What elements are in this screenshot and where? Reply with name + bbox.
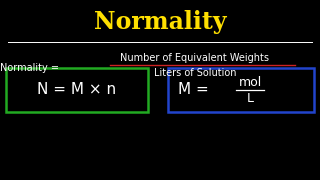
Text: M =: M = — [178, 82, 214, 98]
Text: L: L — [246, 93, 253, 105]
Text: Number of Equivalent Weights: Number of Equivalent Weights — [121, 53, 269, 63]
FancyBboxPatch shape — [6, 68, 148, 112]
FancyBboxPatch shape — [168, 68, 314, 112]
Text: N = M × n: N = M × n — [37, 82, 116, 98]
Text: mol: mol — [238, 75, 262, 89]
Text: Normality =: Normality = — [0, 63, 62, 73]
Text: Normality: Normality — [94, 10, 226, 34]
Text: Liters of Solution: Liters of Solution — [154, 68, 236, 78]
